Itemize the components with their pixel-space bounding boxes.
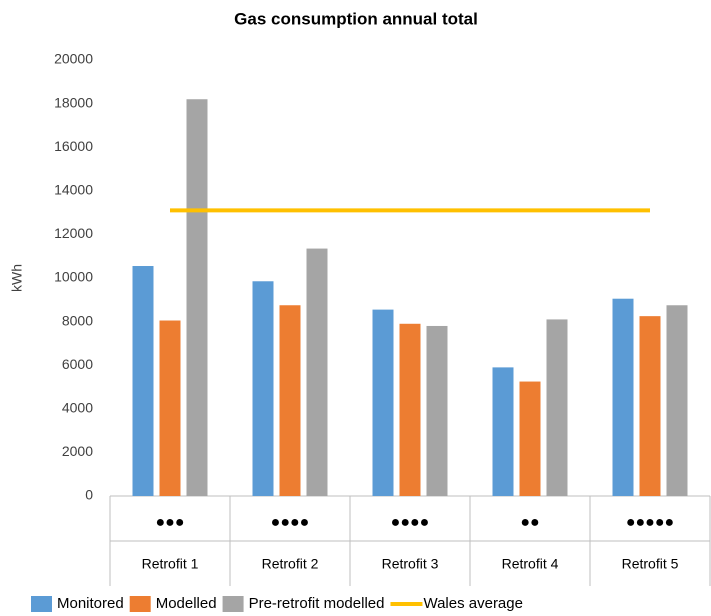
legend-swatch [222,596,244,612]
y-tick-label: 4000 [62,400,93,416]
y-tick-label: 20000 [54,51,93,67]
bar [252,281,274,496]
bar [612,298,634,496]
legend-label: Wales average [423,595,523,612]
bar [519,381,541,496]
y-tick-label: 16000 [54,138,93,154]
x-tick-label: Retrofit 2 [262,556,319,572]
legend-label: Modelled [156,595,217,612]
y-tick-label: 2000 [62,443,93,459]
legend-swatch [31,596,52,612]
x-tick-label: Retrofit 4 [502,556,559,572]
y-tick-label: 0 [85,487,93,503]
y-tick-label: 12000 [54,225,93,241]
bar [159,320,181,496]
y-tick-label: 10000 [54,269,93,285]
y-axis-label: kWh [9,264,25,292]
x-tick-label: ●●●●● [626,514,674,531]
x-tick-label: ●●●● [271,514,310,531]
bar [492,367,514,496]
bar [306,248,328,496]
legend-swatch [129,596,151,612]
bar [132,266,154,496]
x-tick-label: ●●●● [391,514,430,531]
x-tick-label: Retrofit 1 [142,556,199,572]
bar [426,325,448,496]
y-tick-label: 6000 [62,356,93,372]
bar [399,323,421,496]
x-tick-label: Retrofit 3 [382,556,439,572]
legend-label: Pre-retrofit modelled [249,595,385,612]
bar [546,319,568,496]
bar [666,305,688,496]
bar [639,316,661,496]
chart-title: Gas consumption annual total [234,9,478,28]
bar [186,99,208,497]
x-tick-label: ●●● [156,514,185,531]
bar [279,305,301,496]
bar [372,309,394,496]
x-tick-label: ●● [520,514,539,531]
y-tick-label: 8000 [62,312,93,328]
x-tick-label: Retrofit 5 [622,556,679,572]
y-tick-label: 14000 [54,182,93,198]
y-tick-label: 18000 [54,94,93,110]
legend-label: Monitored [57,595,124,612]
